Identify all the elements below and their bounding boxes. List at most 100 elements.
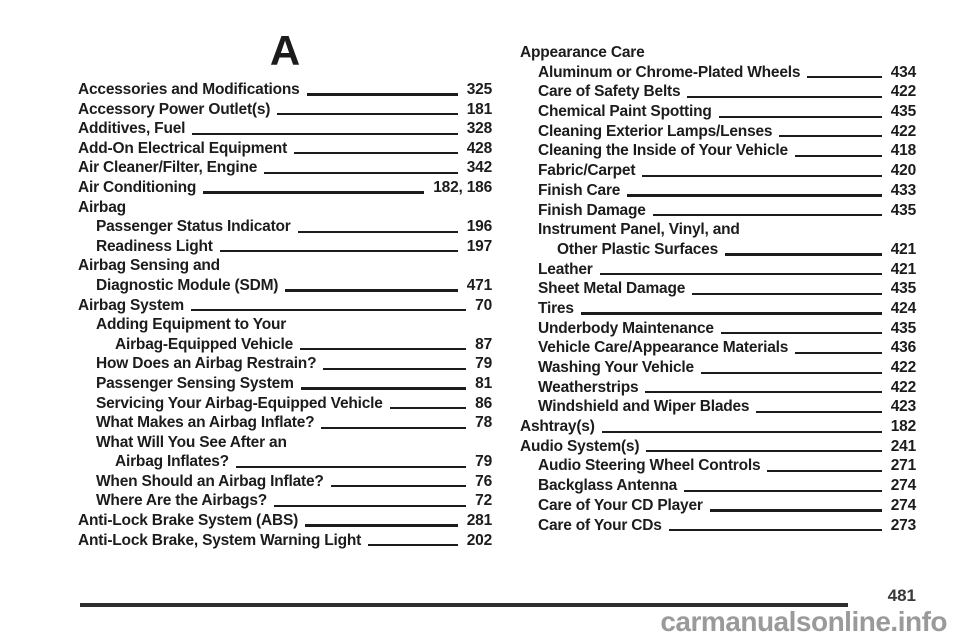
entry-page-number: 182	[890, 418, 916, 436]
index-entry: Where Are the Airbags? 72	[78, 491, 492, 511]
index-entry: Windshield and Wiper Blades 423	[520, 397, 916, 417]
index-entry: Airbag Sensing and	[78, 256, 492, 276]
index-entry: Passenger Sensing System 81	[78, 374, 492, 394]
dot-leader	[294, 152, 458, 155]
index-entry: Instrument Panel, Vinyl, and	[520, 220, 916, 240]
index-entry: Ashtray(s) 182	[520, 417, 916, 437]
entry-label: Diagnostic Module (SDM)	[96, 276, 279, 294]
dot-leader	[642, 174, 882, 177]
index-entry: What Will You See After an	[78, 433, 492, 453]
entry-label: Other Plastic Surfaces	[557, 240, 719, 258]
entry-label: Weatherstrips	[538, 378, 639, 396]
entry-page-number: 418	[890, 142, 916, 160]
index-entry: Care of Your CD Player 274	[520, 496, 916, 516]
entry-label: Readiness Light	[96, 237, 213, 255]
entry-label: Sheet Metal Damage	[538, 280, 686, 298]
index-entry: Appearance Care	[520, 43, 916, 63]
index-entry: Care of Safety Belts 422	[520, 82, 916, 102]
entry-label: Add-On Electrical Equipment	[78, 139, 288, 157]
entry-page-number: 423	[890, 398, 916, 416]
index-entry: Airbag Inflates? 79	[78, 452, 492, 472]
index-entry: Chemical Paint Spotting 435	[520, 102, 916, 122]
entry-label: Airbag	[78, 198, 126, 216]
dot-leader	[652, 214, 882, 217]
dot-leader	[580, 312, 882, 315]
index-entry: Underbody Maintenance 435	[520, 319, 916, 339]
dot-leader	[794, 154, 882, 158]
dot-leader	[668, 529, 882, 532]
index-entry: Passenger Status Indicator 196	[78, 217, 492, 237]
dot-leader	[692, 292, 882, 295]
index-entry: Audio System(s) 241	[520, 437, 916, 457]
entry-label: Accessory Power Outlet(s)	[78, 100, 271, 118]
index-column-left: Accessories and Modifications 325 Accessor…	[78, 80, 492, 550]
entry-label: Tires	[538, 299, 574, 317]
dot-leader	[190, 308, 467, 312]
entry-page-number: 328	[466, 120, 492, 138]
index-entry: Care of Your CDs 273	[520, 516, 916, 536]
dot-leader	[389, 406, 467, 410]
index-entry: Fabric/Carpet 420	[520, 161, 916, 181]
entry-page-number: 422	[890, 83, 916, 101]
entry-label: Finish Damage	[538, 201, 646, 219]
dot-leader	[767, 469, 882, 473]
index-entry: Vehicle Care/Appearance Materials 436	[520, 338, 916, 358]
dot-leader	[277, 113, 458, 116]
index-entry: How Does an Airbag Restrain? 79	[78, 354, 492, 374]
entry-page-number: 471	[466, 276, 492, 294]
entry-label: Leather	[538, 260, 593, 278]
dot-leader	[264, 171, 458, 174]
index-entry: Air Cleaner/Filter, Engine 342	[78, 158, 492, 178]
entry-label: Airbag System	[78, 296, 184, 314]
dot-leader	[300, 348, 467, 351]
dot-leader	[687, 95, 882, 99]
entry-label: Anti-Lock Brake System (ABS)	[78, 512, 299, 530]
entry-page-number: 86	[475, 394, 492, 412]
entry-label: Washing Your Vehicle	[538, 359, 694, 376]
dot-leader	[219, 250, 458, 253]
entry-label: Care of Safety Belts	[538, 83, 681, 101]
entry-page-number: 424	[890, 299, 916, 317]
entry-label: Cleaning Exterior Lamps/Lenses	[538, 122, 773, 140]
entry-page-number: 181	[466, 100, 492, 118]
entry-page-number: 202	[466, 531, 492, 549]
entry-page-number: 241	[890, 437, 916, 455]
entry-page-number: 435	[890, 280, 916, 298]
dot-leader	[192, 132, 458, 135]
entry-label: Passenger Status Indicator	[96, 218, 291, 236]
entry-label: What Makes an Airbag Inflate?	[96, 414, 315, 432]
dot-leader	[274, 504, 467, 508]
entry-page-number: 196	[466, 218, 492, 236]
dot-leader	[235, 465, 467, 468]
entry-label: Cleaning the Inside of Your Vehicle	[538, 142, 788, 160]
entry-page-number: 70	[475, 296, 492, 314]
dot-leader	[725, 253, 882, 256]
index-entry: Anti-Lock Brake, System Warning Light 202	[78, 531, 492, 551]
dot-leader	[646, 450, 882, 453]
entry-page-number: 422	[890, 378, 916, 396]
index-entry: Additives, Fuel 328	[78, 119, 492, 139]
entry-label: Airbag Sensing and	[78, 257, 220, 275]
entry-page-number: 428	[466, 139, 492, 157]
index-entry: Add-On Electrical Equipment 428	[78, 139, 492, 159]
entry-label: Ashtray(s)	[520, 418, 595, 436]
index-entry: Airbag-Equipped Vehicle 87	[78, 335, 492, 355]
dot-leader	[323, 367, 467, 370]
entry-page-number: 281	[466, 512, 492, 530]
dot-leader	[645, 391, 882, 394]
entry-page-number: 274	[890, 477, 916, 495]
entry-page-number: 271	[890, 457, 916, 475]
dot-leader	[627, 194, 882, 197]
index-entry: Airbag	[78, 198, 492, 218]
entry-page-number: 274	[890, 496, 916, 514]
entry-label: Where Are the Airbags?	[96, 492, 268, 510]
entry-page-number: 273	[890, 516, 916, 534]
index-entry: Washing Your Vehicle 422	[520, 358, 916, 378]
index-entry: Cleaning Exterior Lamps/Lenses 422	[520, 122, 916, 142]
index-entry: Sheet Metal Damage 435	[520, 279, 916, 299]
dot-leader	[779, 135, 882, 138]
index-entry: Accessory Power Outlet(s) 181	[78, 100, 492, 120]
entry-label: Adding Equipment to Your	[96, 316, 287, 334]
index-entry: Air Conditioning 182, 186	[78, 178, 492, 198]
